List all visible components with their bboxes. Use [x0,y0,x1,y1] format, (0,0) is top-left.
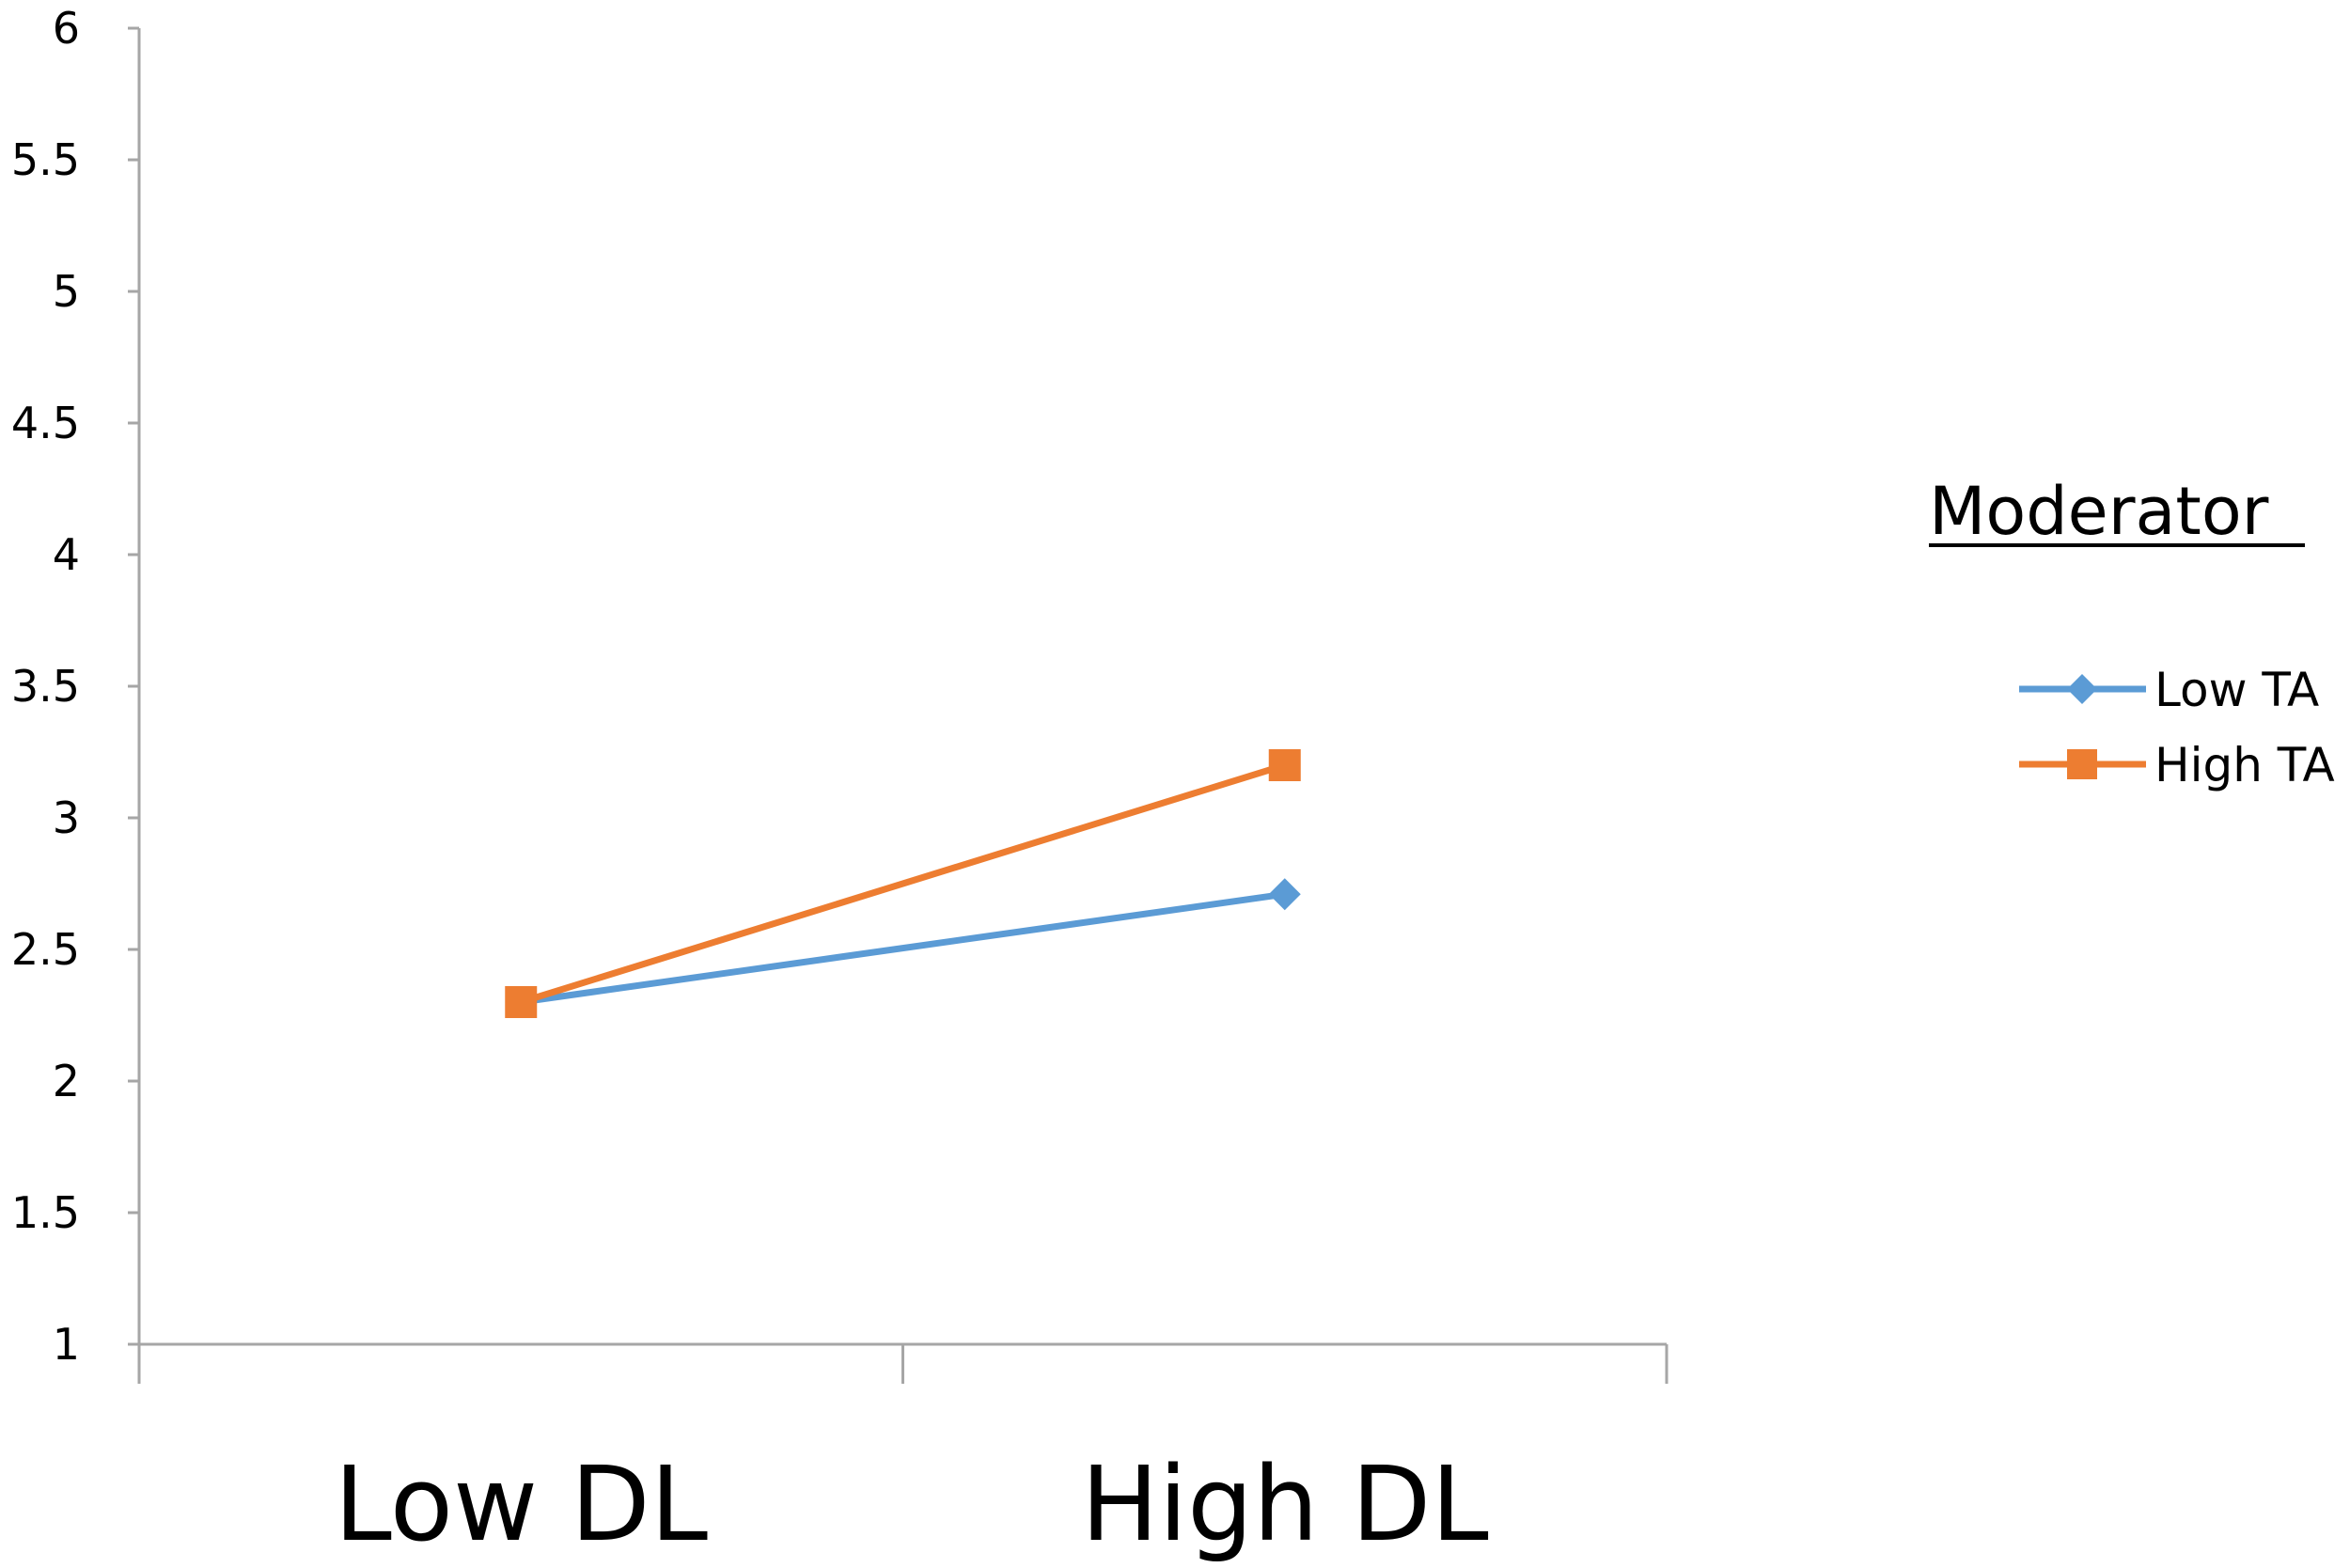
y-tick-label: 3.5 [11,661,80,712]
legend-items: Low TA High TA [2019,663,2335,792]
data-point [1268,878,1301,911]
y-tick-label: 5 [53,266,80,317]
y-tick-label: 6 [53,3,80,54]
data-point [505,986,538,1018]
y-tick-label: 4 [53,529,80,580]
y-tick-label: 1 [53,1319,80,1370]
y-tick-label: 1.5 [11,1187,80,1238]
y-tick-label: 5.5 [11,134,80,185]
x-category-label: Low DL [334,1444,708,1564]
x-axis-ticks: Low DL High DL [137,1344,1668,1564]
y-axis-ticks: 1 1.5 2 2.5 3 3.5 4 4.5 5 5.5 6 [11,3,139,1370]
legend-marker [2067,674,2097,704]
x-category-label: High DL [1081,1444,1489,1564]
y-tick-label: 4.5 [11,398,80,448]
series-layer [505,749,1301,1018]
y-tick-label: 3 [53,792,80,843]
legend-title: Moderator [1929,473,2269,550]
legend: Moderator Low TA High TA [1929,473,2335,792]
series-line [520,890,1286,1006]
legend-marker [2067,749,2097,779]
y-tick-label: 2.5 [11,924,80,975]
legend-label: Low TA [2154,663,2319,717]
series-line [520,761,1286,1006]
legend-label: High TA [2154,738,2335,792]
data-point [1268,749,1301,781]
y-tick-label: 2 [53,1056,80,1106]
